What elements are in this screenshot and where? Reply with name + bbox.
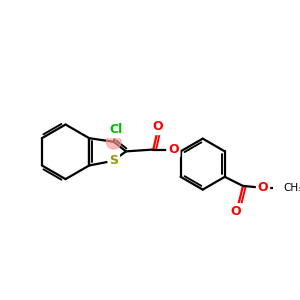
Text: S: S xyxy=(109,154,118,167)
Circle shape xyxy=(106,134,121,149)
Text: Cl: Cl xyxy=(109,124,122,136)
Text: O: O xyxy=(230,205,241,218)
Text: O: O xyxy=(168,143,179,156)
Text: O: O xyxy=(258,181,268,194)
Text: CH₃: CH₃ xyxy=(283,183,300,193)
Text: O: O xyxy=(153,120,163,133)
